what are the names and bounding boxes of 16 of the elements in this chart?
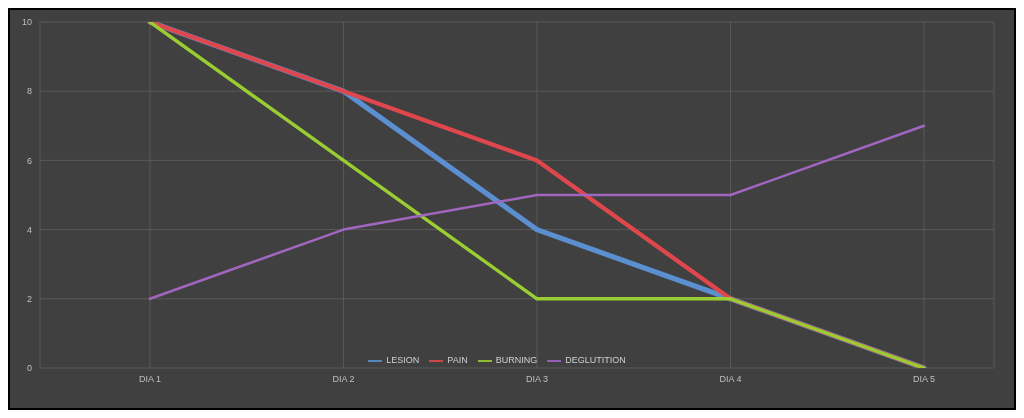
y-tick-label: 10 bbox=[21, 17, 32, 28]
x-tick-label: DIA 1 bbox=[138, 374, 162, 385]
x-tick-label: DIA 4 bbox=[719, 374, 742, 385]
legend-label: BURNING bbox=[495, 355, 538, 366]
legend-label: LESION bbox=[386, 355, 420, 366]
x-tick-label: DIA 5 bbox=[912, 374, 936, 385]
y-tick-label: 6 bbox=[26, 155, 32, 166]
y-tick-label: 0 bbox=[26, 363, 32, 374]
legend-label: DEGLUTITION bbox=[565, 355, 626, 366]
x-tick-label: DIA 3 bbox=[525, 374, 549, 385]
x-tick-label: DIA 2 bbox=[332, 374, 355, 385]
line-series bbox=[148, 124, 926, 301]
y-tick-label: 4 bbox=[26, 224, 32, 235]
legend-label: PAIN bbox=[447, 355, 468, 366]
y-tick-label: 8 bbox=[26, 86, 32, 97]
y-tick-label: 2 bbox=[26, 293, 32, 304]
